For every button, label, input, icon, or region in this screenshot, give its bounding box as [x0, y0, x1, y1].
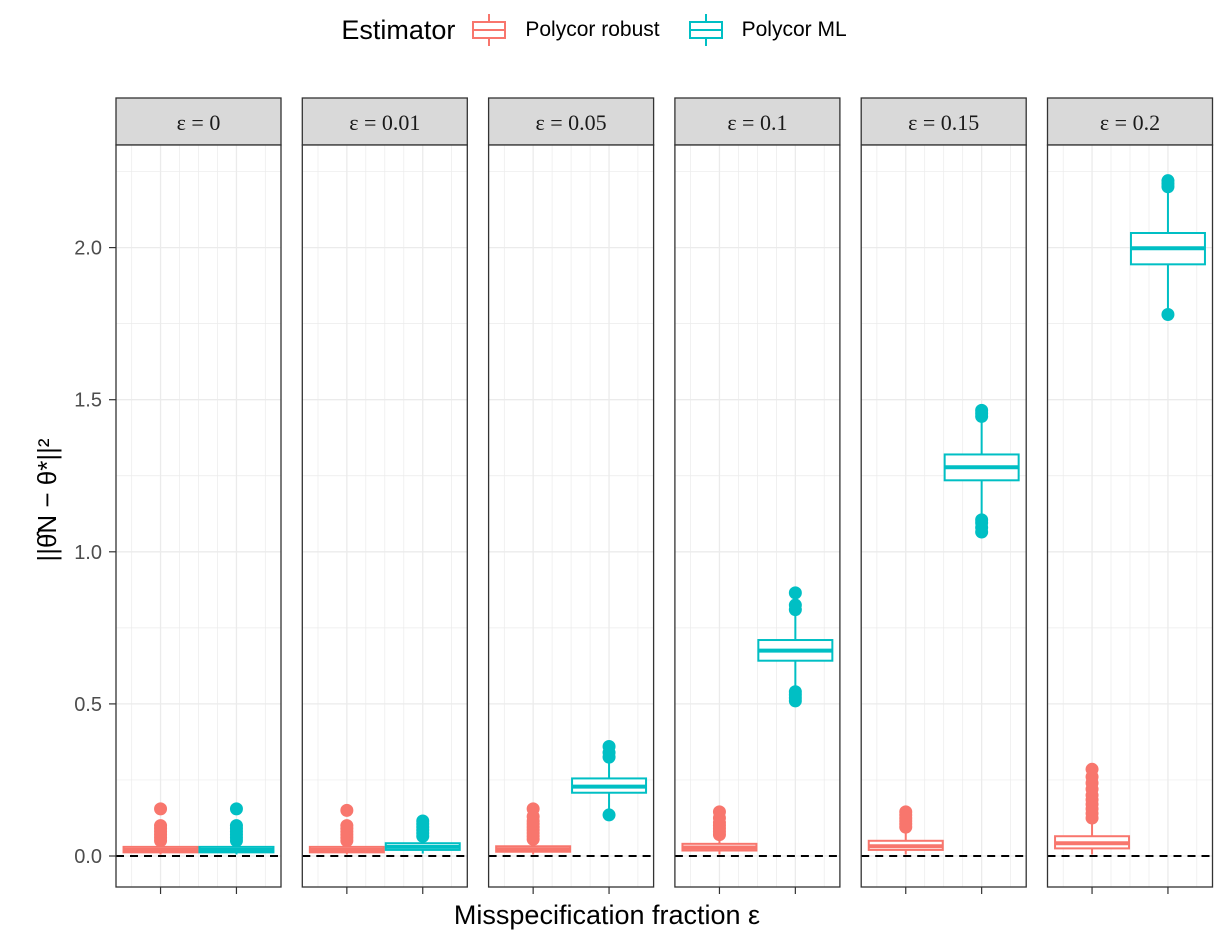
facet-label: ε = 0.1	[727, 110, 787, 135]
y-tick-label: 1.5	[74, 390, 102, 412]
legend-label-polycor-ml: Polycor ML	[741, 18, 847, 41]
box-outlier-point	[229, 819, 243, 833]
facet-label: ε = 0.01	[349, 110, 420, 135]
legend-item-polycor-ml: Polycor ML	[686, 10, 847, 50]
box-outlier-point	[975, 513, 989, 527]
facet-strip	[487, 97, 655, 146]
facet-strip	[860, 97, 1027, 146]
box-outlier-point	[602, 808, 616, 822]
box-outlier-point	[1085, 762, 1099, 776]
box-outlier-point	[788, 685, 802, 699]
facet-label: ε = 0	[177, 110, 221, 135]
box-outlier-point	[154, 802, 168, 816]
box-outlier-point	[340, 803, 354, 817]
panel-border	[1046, 144, 1214, 888]
facet-strip	[1046, 97, 1214, 146]
box-outlier-point	[1161, 174, 1175, 188]
legend-item-polycor-robust: Polycor robust	[469, 10, 660, 50]
box-outlier-point	[154, 819, 168, 833]
box-outlier-point	[1161, 308, 1175, 322]
y-axis-title-text: ||θ̂N − θ*||²	[32, 438, 62, 561]
panel-border	[301, 144, 468, 888]
box-outlier-point	[340, 819, 354, 833]
box-outlier-point	[788, 598, 802, 612]
y-tick-label: 0.0	[74, 846, 102, 868]
panel-border	[115, 144, 282, 888]
box-outlier-point	[899, 805, 913, 819]
box-outlier-point	[712, 805, 726, 819]
facet-strip	[115, 97, 282, 146]
box-outlier-point	[526, 802, 540, 816]
x-axis-title: Misspecification fraction ε	[453, 900, 761, 930]
box-outlier-point	[788, 586, 802, 600]
box-outlier-point	[229, 802, 243, 816]
y-tick-label: 0.5	[74, 694, 102, 716]
facet-label: ε = 0.2	[1100, 110, 1160, 135]
facet-label: ε = 0.05	[536, 110, 607, 135]
legend-label-polycor-robust: Polycor robust	[525, 18, 660, 41]
panel-border	[487, 144, 655, 888]
y-tick-label: 1.0	[74, 542, 102, 564]
box-outlier-point	[602, 739, 616, 753]
facet-strip	[301, 97, 468, 146]
box-outlier-point	[416, 814, 430, 828]
y-axis-title: ||θ̂N − θ*||²	[32, 438, 62, 561]
legend-title: Estimator	[341, 14, 456, 45]
box-outlier-point	[975, 403, 989, 417]
legend-key-polycor-ml	[688, 14, 723, 46]
panel-border	[674, 144, 841, 888]
legend: Estimator Polycor robust Polycor ML	[0, 10, 1214, 50]
y-tick-label: 2.0	[74, 238, 102, 260]
panel-border	[860, 144, 1027, 888]
facet-strip	[674, 97, 841, 146]
facet-label: ε = 0.15	[908, 110, 979, 135]
legend-key-polycor-robust	[472, 14, 507, 46]
